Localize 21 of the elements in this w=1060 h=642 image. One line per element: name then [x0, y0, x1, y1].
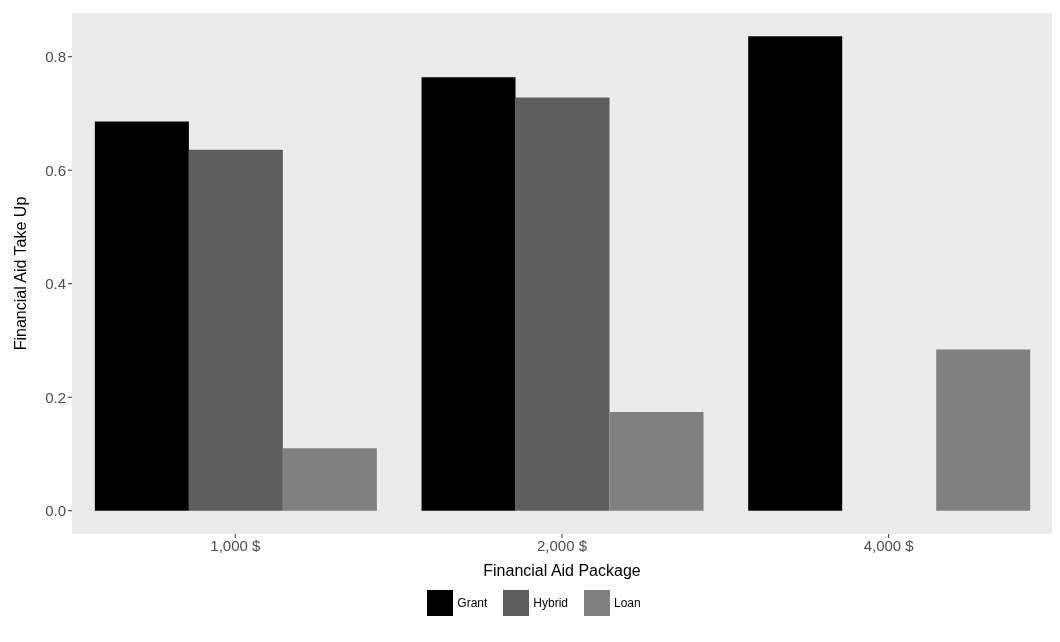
- y-tick-label: 0.8: [45, 48, 66, 66]
- legend-label: Hybrid: [533, 596, 568, 611]
- bar: [188, 149, 283, 511]
- x-tick-label: 1,000 $: [210, 536, 262, 554]
- x-tick-label: 4,000 $: [863, 536, 915, 554]
- x-tick-label: 2,000 $: [536, 536, 588, 554]
- x-axis-title: Financial Aid Package: [483, 562, 641, 579]
- bar: [515, 97, 610, 511]
- y-tick-label: 0.0: [45, 502, 66, 520]
- bar: [748, 36, 843, 511]
- y-tick-label: 0.4: [45, 275, 66, 293]
- y-tick-label: 0.2: [45, 388, 66, 406]
- legend-label: Loan: [614, 596, 641, 611]
- bar: [94, 121, 189, 511]
- y-tick-label: 0.6: [45, 161, 66, 179]
- legend-label: Grant: [457, 596, 488, 611]
- y-axis-title: Financial Aid Take Up: [11, 196, 29, 351]
- bar: [421, 77, 516, 511]
- bar: [282, 448, 377, 511]
- bar: [609, 411, 704, 511]
- bar: [936, 349, 1031, 511]
